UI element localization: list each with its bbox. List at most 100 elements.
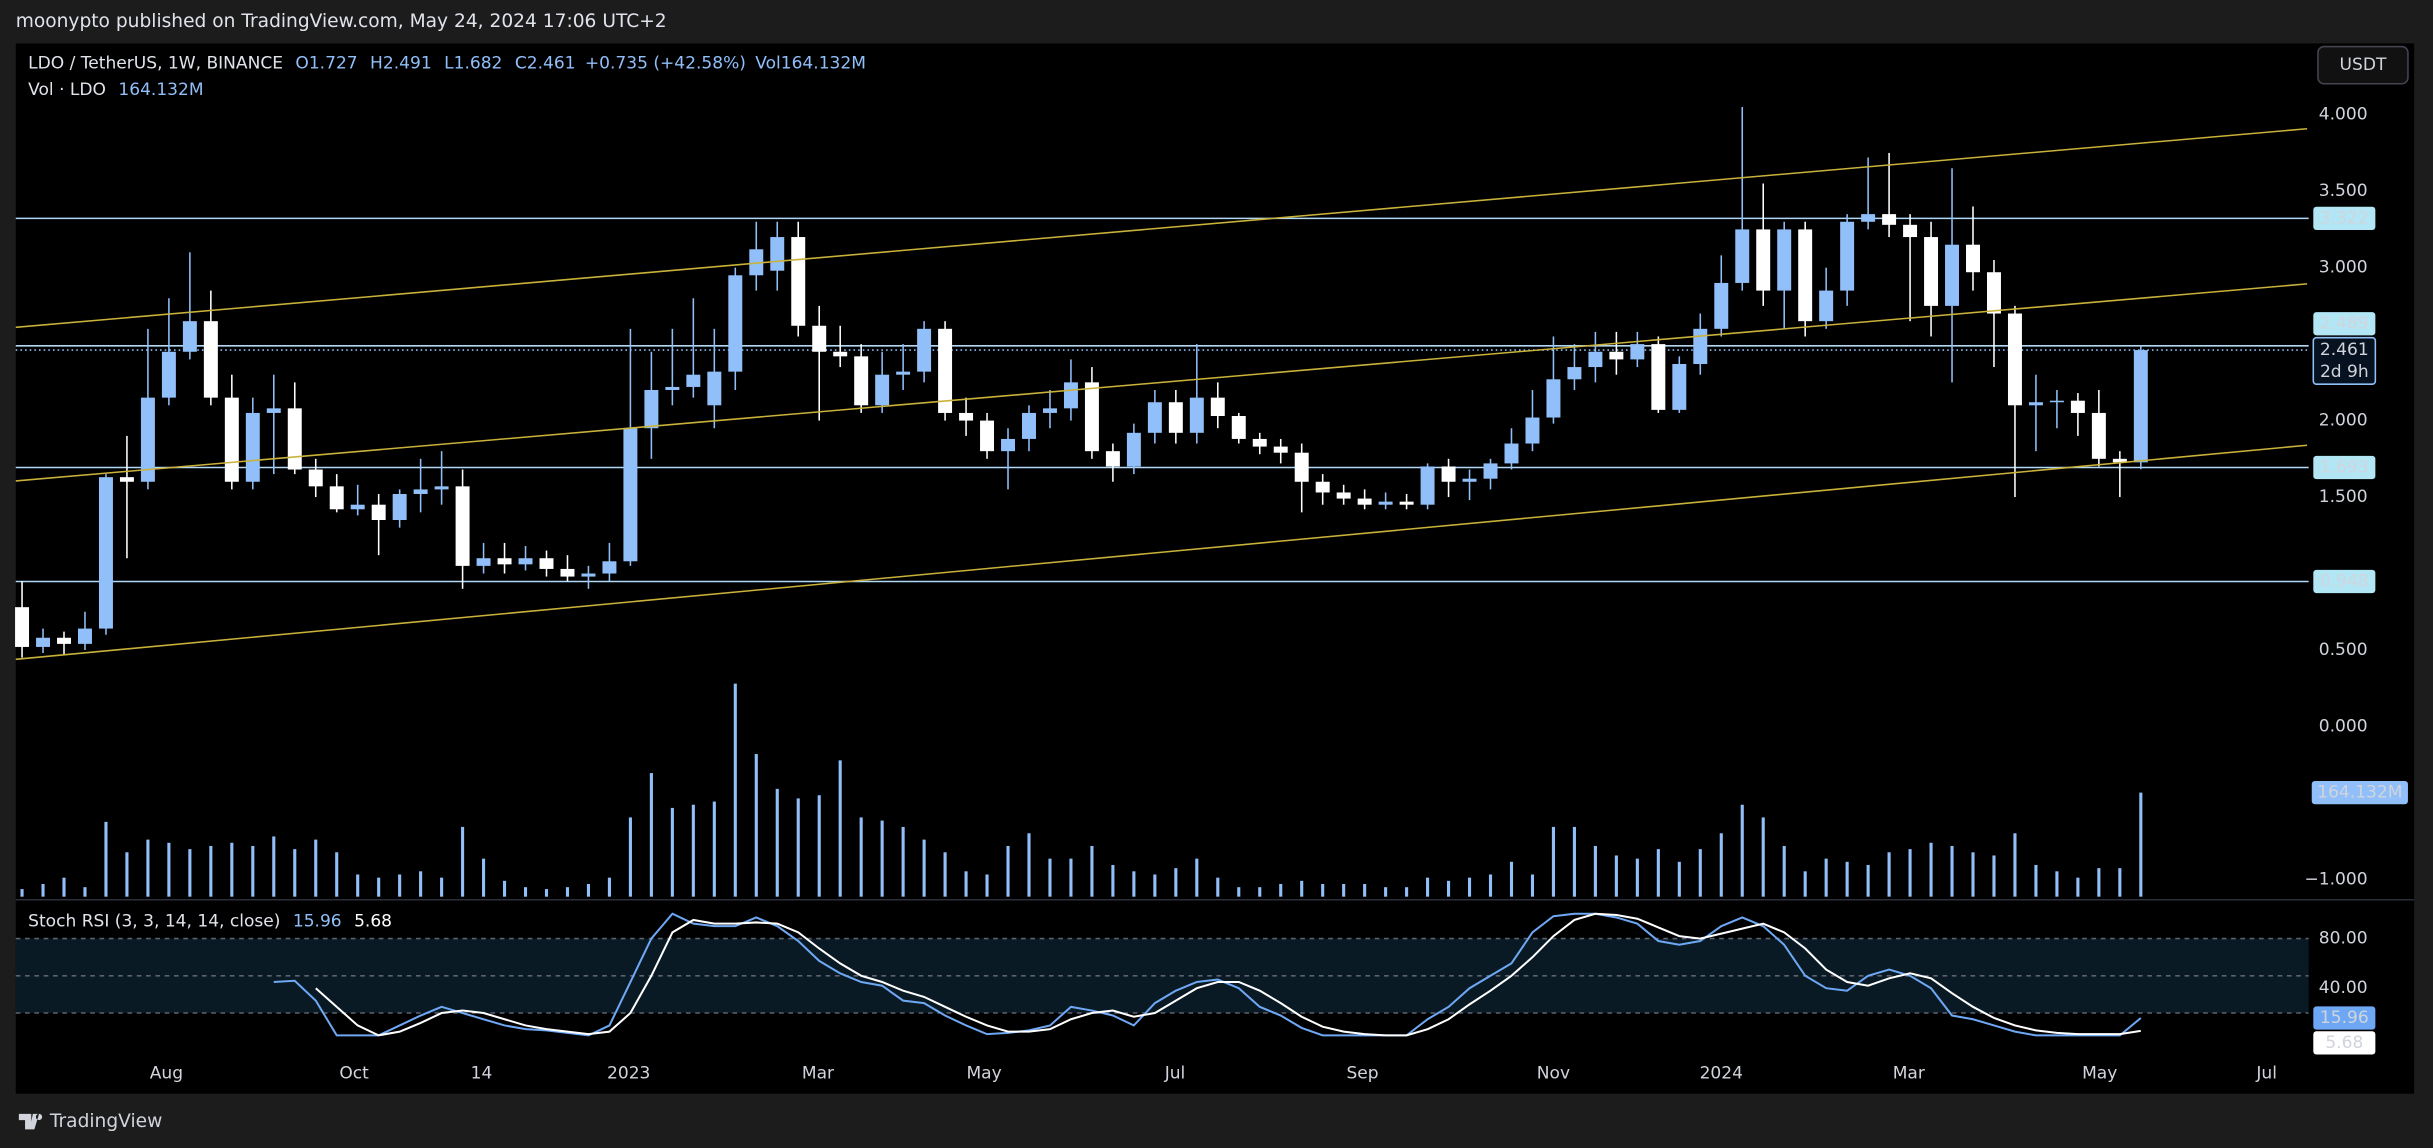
x-tick-label: Aug: [150, 1064, 183, 1084]
volume-bar: [1614, 855, 1618, 897]
candle-body: [959, 412, 974, 421]
y-tick-label: −1.000: [2305, 869, 2368, 889]
candle-body: [1966, 244, 1980, 273]
candle-body: [245, 412, 260, 482]
candle-body: [78, 628, 92, 644]
candle-body: [1672, 363, 1687, 410]
candle-body: [1189, 397, 1204, 433]
candle-body: [2133, 350, 2148, 463]
volume-bar: [1635, 858, 1639, 897]
volume-bar: [1090, 845, 1094, 897]
candle-body: [560, 568, 575, 577]
candle-body: [98, 477, 113, 629]
candle-body: [140, 397, 155, 482]
legend-high: H2.491: [370, 54, 432, 74]
volume-bar: [1132, 871, 1136, 897]
y-tick-label: 0.000: [2319, 716, 2368, 736]
currency-button[interactable]: [2317, 45, 2409, 85]
candle-body: [1945, 244, 1960, 306]
y-tick-label: 1.500: [2319, 487, 2368, 507]
volume-bar: [880, 820, 884, 897]
candle-body: [1001, 438, 1015, 452]
candle-body: [854, 356, 869, 406]
volume-bar: [1195, 858, 1199, 897]
published-note: moonypto published on TradingView.com, M…: [16, 11, 667, 32]
volume-bar: [2139, 792, 2143, 897]
volume-bar: [901, 826, 905, 897]
currency-label[interactable]: USDT: [2340, 55, 2387, 75]
layer: 4.000 3.500 3.000 2.000 1.500 0.500 0.000 −1.00…: [15, 105, 2408, 1084]
volume-bar: [733, 683, 737, 897]
candle-body: [2028, 402, 2043, 406]
volume-bar: [691, 804, 695, 897]
volume-bar: [62, 877, 66, 897]
volume-bar: [2076, 877, 2080, 897]
stoch-tick-label: 40.00: [2319, 978, 2368, 998]
candle-body: [875, 374, 890, 406]
stoch-d-label-bg: [2313, 1031, 2376, 1055]
x-tick-label: Sep: [1346, 1064, 1378, 1084]
volume-bar: [628, 817, 632, 897]
volume-bar: [293, 849, 297, 897]
volume-bar: [2013, 833, 2017, 897]
volume-bar: [1866, 864, 1870, 897]
volume-bar: [1363, 883, 1367, 897]
candle-body: [791, 237, 806, 326]
volume-bar: [2097, 868, 2101, 897]
volume-bar: [188, 849, 192, 897]
volume-bar: [1509, 861, 1514, 897]
volume-bar: [2118, 868, 2122, 897]
candle-body: [182, 321, 197, 352]
price-level-label-text: 0.948: [2320, 571, 2369, 591]
candle-body: [1903, 224, 1918, 238]
candle-body: [329, 486, 344, 510]
candle-body: [1924, 237, 1939, 306]
candle-body: [1022, 412, 1036, 439]
volume-bar: [209, 845, 213, 897]
x-tick-label: Mar: [802, 1064, 835, 1084]
price-level-label: 1.693: [2313, 455, 2376, 480]
stoch-legend: Stoch RSI (3, 3, 14, 14, close) 15.96 5.68: [28, 912, 392, 932]
volume-bar: [41, 883, 45, 897]
current-price-bg: [2312, 336, 2377, 385]
candle-body: [1063, 382, 1078, 409]
chart-area: [15, 43, 2415, 1094]
candle-body: [15, 607, 30, 647]
volume-title: Vol · LDO: [28, 80, 106, 100]
volume-bar: [1216, 877, 1220, 897]
volume-bar: [565, 887, 570, 897]
volume-bar: [1530, 874, 1535, 897]
x-tick-label: Jul: [2255, 1064, 2277, 1084]
y-tick-label: 3.500: [2319, 181, 2368, 201]
candle-body: [896, 371, 911, 375]
volume-bar: [712, 801, 716, 897]
volume-bar: [1740, 804, 1744, 897]
stoch-title: Stoch RSI (3, 3, 14, 14, close): [28, 912, 280, 932]
x-tick-label: Jul: [1164, 1064, 1186, 1084]
volume-bar: [1467, 877, 1472, 897]
candle-body: [1630, 344, 1645, 360]
y-tick-label: 0.500: [2319, 640, 2368, 660]
countdown-text: 2d 9h: [2320, 362, 2369, 382]
candle-body: [371, 504, 386, 520]
candle-body: [1756, 229, 1771, 291]
volume-bar: [356, 874, 360, 897]
candle-body: [1546, 379, 1561, 418]
x-tick-label: 2024: [1700, 1064, 1743, 1084]
candle-body: [266, 408, 281, 413]
candle-body: [57, 637, 71, 644]
candle-body: [665, 386, 680, 390]
candle-body: [1567, 367, 1582, 380]
candle-body: [224, 397, 239, 482]
candle-body: [1084, 382, 1099, 452]
volume-bar: [1006, 845, 1010, 897]
candle-body: [1798, 229, 1813, 322]
volume-bar: [1027, 833, 1031, 897]
x-tick-label: Oct: [339, 1064, 369, 1084]
candle-body: [749, 249, 764, 276]
candle-body: [2070, 400, 2085, 413]
volume-bar: [775, 788, 779, 897]
